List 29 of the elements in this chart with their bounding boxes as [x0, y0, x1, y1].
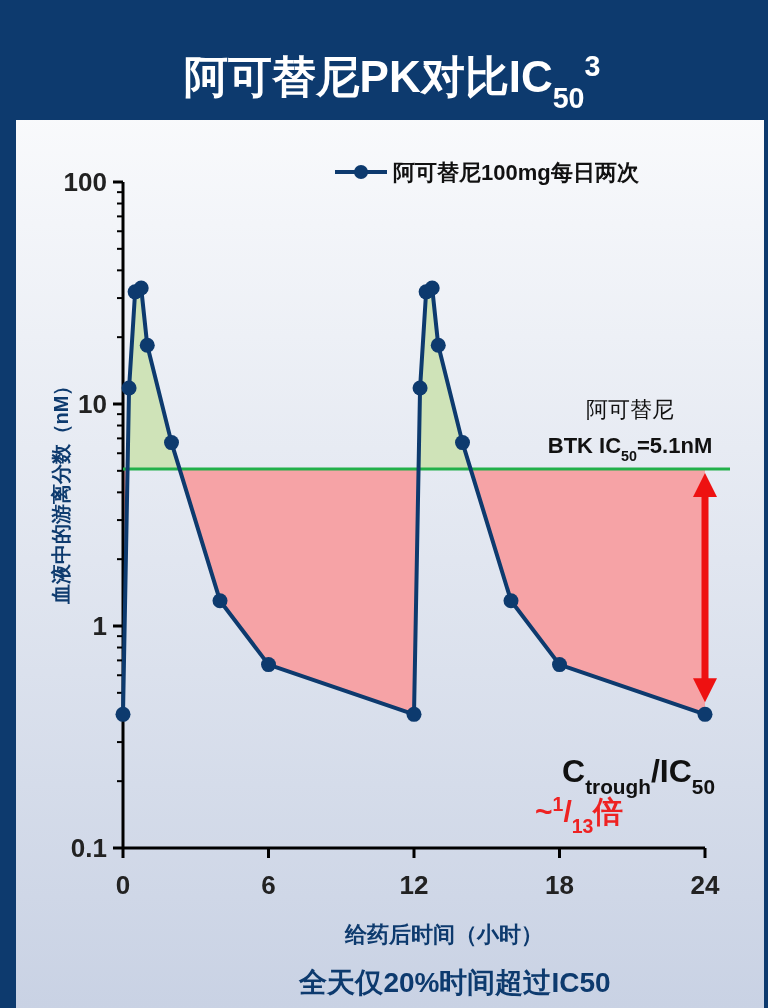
x-tick-label: 18 [545, 870, 574, 900]
x-axis-title: 给药后时间（小时） [344, 922, 543, 947]
point [503, 593, 519, 609]
x-tick-label: 6 [261, 870, 276, 900]
ref-line-label: 阿可替尼 BTK IC$_{50}$=5.1nM [547, 396, 713, 464]
y-tick-label: 100 [63, 167, 107, 197]
legend-label: 阿可替尼100mg每日两次 [393, 160, 640, 185]
point [115, 706, 131, 722]
point [139, 337, 155, 353]
y-axis-title: 血液中的游离分数（nM） [50, 375, 72, 606]
point [412, 380, 428, 396]
y-tick-label: 1 [92, 611, 107, 641]
point [164, 435, 179, 451]
x-tick-label: 12 [399, 870, 429, 900]
point [424, 280, 440, 296]
point [261, 657, 276, 673]
x-tick-label: 24 [690, 870, 720, 900]
point [552, 657, 567, 673]
point [697, 706, 713, 722]
point [406, 706, 422, 722]
y-tick-label: 10 [78, 389, 107, 419]
text: 全天仅20%时间超过IC50 [298, 967, 611, 998]
point [455, 435, 470, 451]
point [430, 337, 446, 353]
y-tick-label: 0.1 [70, 833, 107, 863]
x-tick-label: 0 [115, 870, 131, 900]
point [212, 593, 228, 609]
point [133, 280, 149, 296]
point [121, 380, 137, 396]
